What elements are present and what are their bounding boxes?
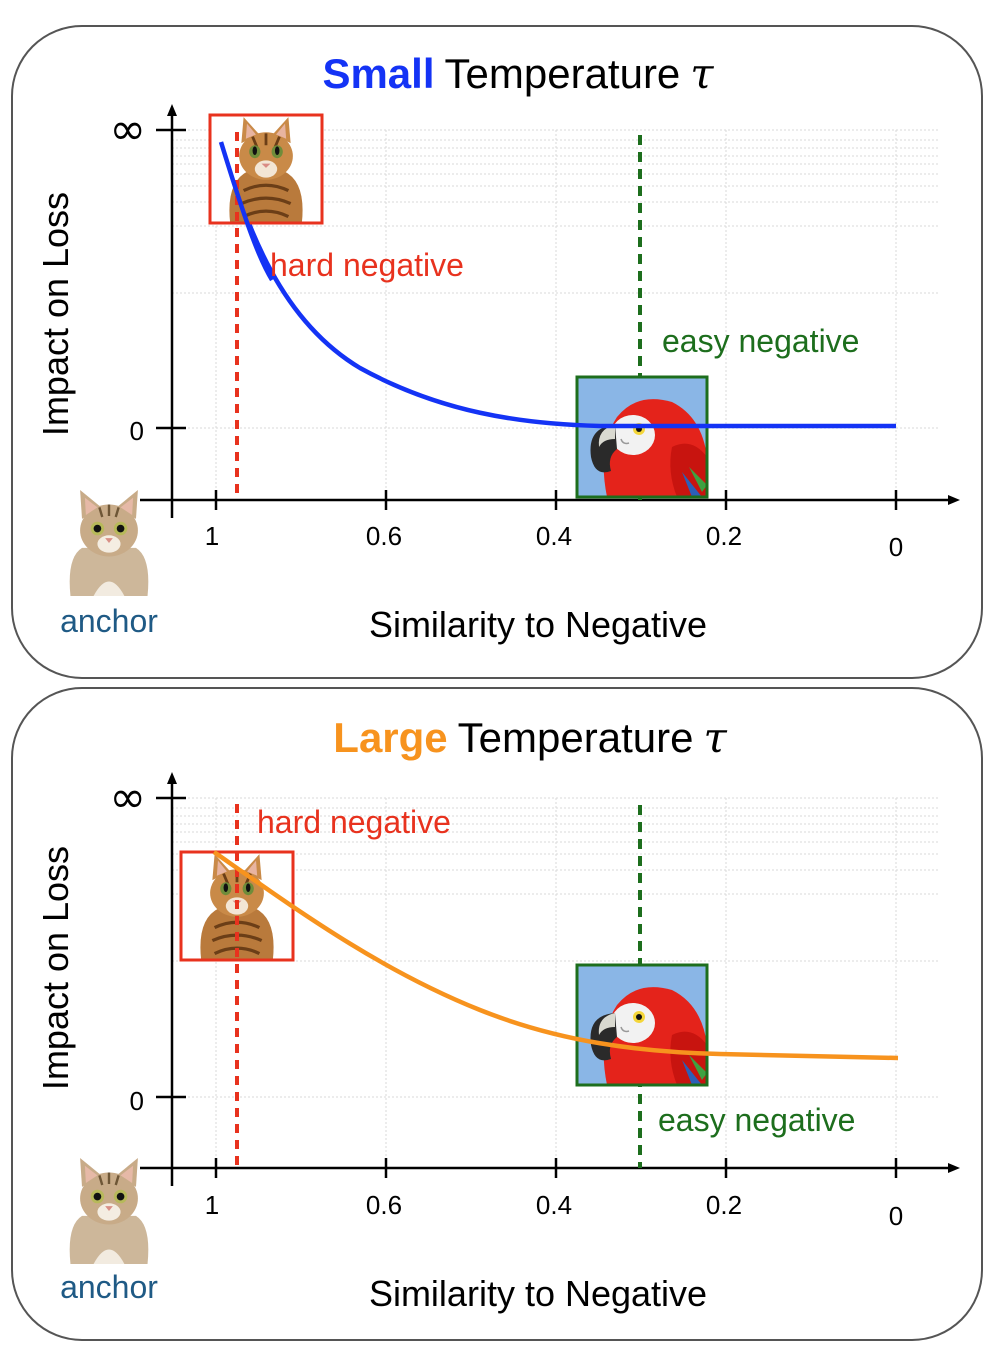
x-tick-label: 0: [889, 1201, 903, 1231]
x-tick-label: 0.4: [536, 521, 572, 551]
panel-large-temperature: Large Temperature τ: [11, 687, 983, 1341]
panel-title: Small Temperature τ: [322, 49, 714, 98]
axes: [140, 104, 960, 518]
parrot-image: [575, 375, 709, 499]
loss-curve: [212, 850, 899, 1061]
panel-small-temperature: Small Temperature τ: [11, 25, 983, 679]
easy-negative-label: easy negative: [658, 1102, 855, 1138]
y-axis-label: Impact on Loss: [35, 846, 76, 1090]
panel-frame: [11, 687, 983, 1341]
anchor-label: anchor: [60, 1269, 158, 1305]
title-tau: τ: [703, 713, 727, 762]
x-tick-label: 0: [889, 532, 903, 562]
title-emphasis: Large: [333, 714, 447, 761]
x-axis-label: Similarity to Negative: [369, 604, 707, 645]
x-tick-label: 1: [205, 1190, 219, 1220]
x-tick-label: 0.2: [706, 1190, 742, 1220]
hard-negative-label: hard negative: [257, 804, 451, 840]
easy-negative-label: easy negative: [662, 323, 859, 359]
title-tau: τ: [690, 49, 714, 98]
x-tick-label: 0.6: [366, 521, 402, 551]
axes: [140, 772, 960, 1186]
hard-negative-label: hard negative: [270, 247, 464, 283]
x-tick-label: 1: [205, 521, 219, 551]
y-axis-label: Impact on Loss: [35, 192, 76, 436]
title-rest: Temperature: [458, 714, 694, 761]
x-axis-label: Similarity to Negative: [369, 1273, 707, 1314]
x-tick-label: 0.4: [536, 1190, 572, 1220]
y-tick-infinity: ∞: [109, 104, 146, 155]
y-tick-zero: 0: [130, 1086, 144, 1116]
y-tick-infinity: ∞: [109, 772, 146, 823]
anchor-label: anchor: [60, 603, 158, 639]
x-tick-label: 0.2: [706, 521, 742, 551]
title-rest: Temperature: [445, 50, 681, 97]
loss-curve-overlay: [218, 141, 274, 282]
parrot-image: [575, 963, 709, 1087]
hard-negative-image: [208, 113, 324, 225]
y-tick-zero: 0: [130, 416, 144, 446]
panel-title: Large Temperature τ: [333, 713, 727, 762]
x-tick-label: 0.6: [366, 1190, 402, 1220]
title-emphasis: Small: [322, 50, 434, 97]
grid: [172, 797, 940, 1168]
